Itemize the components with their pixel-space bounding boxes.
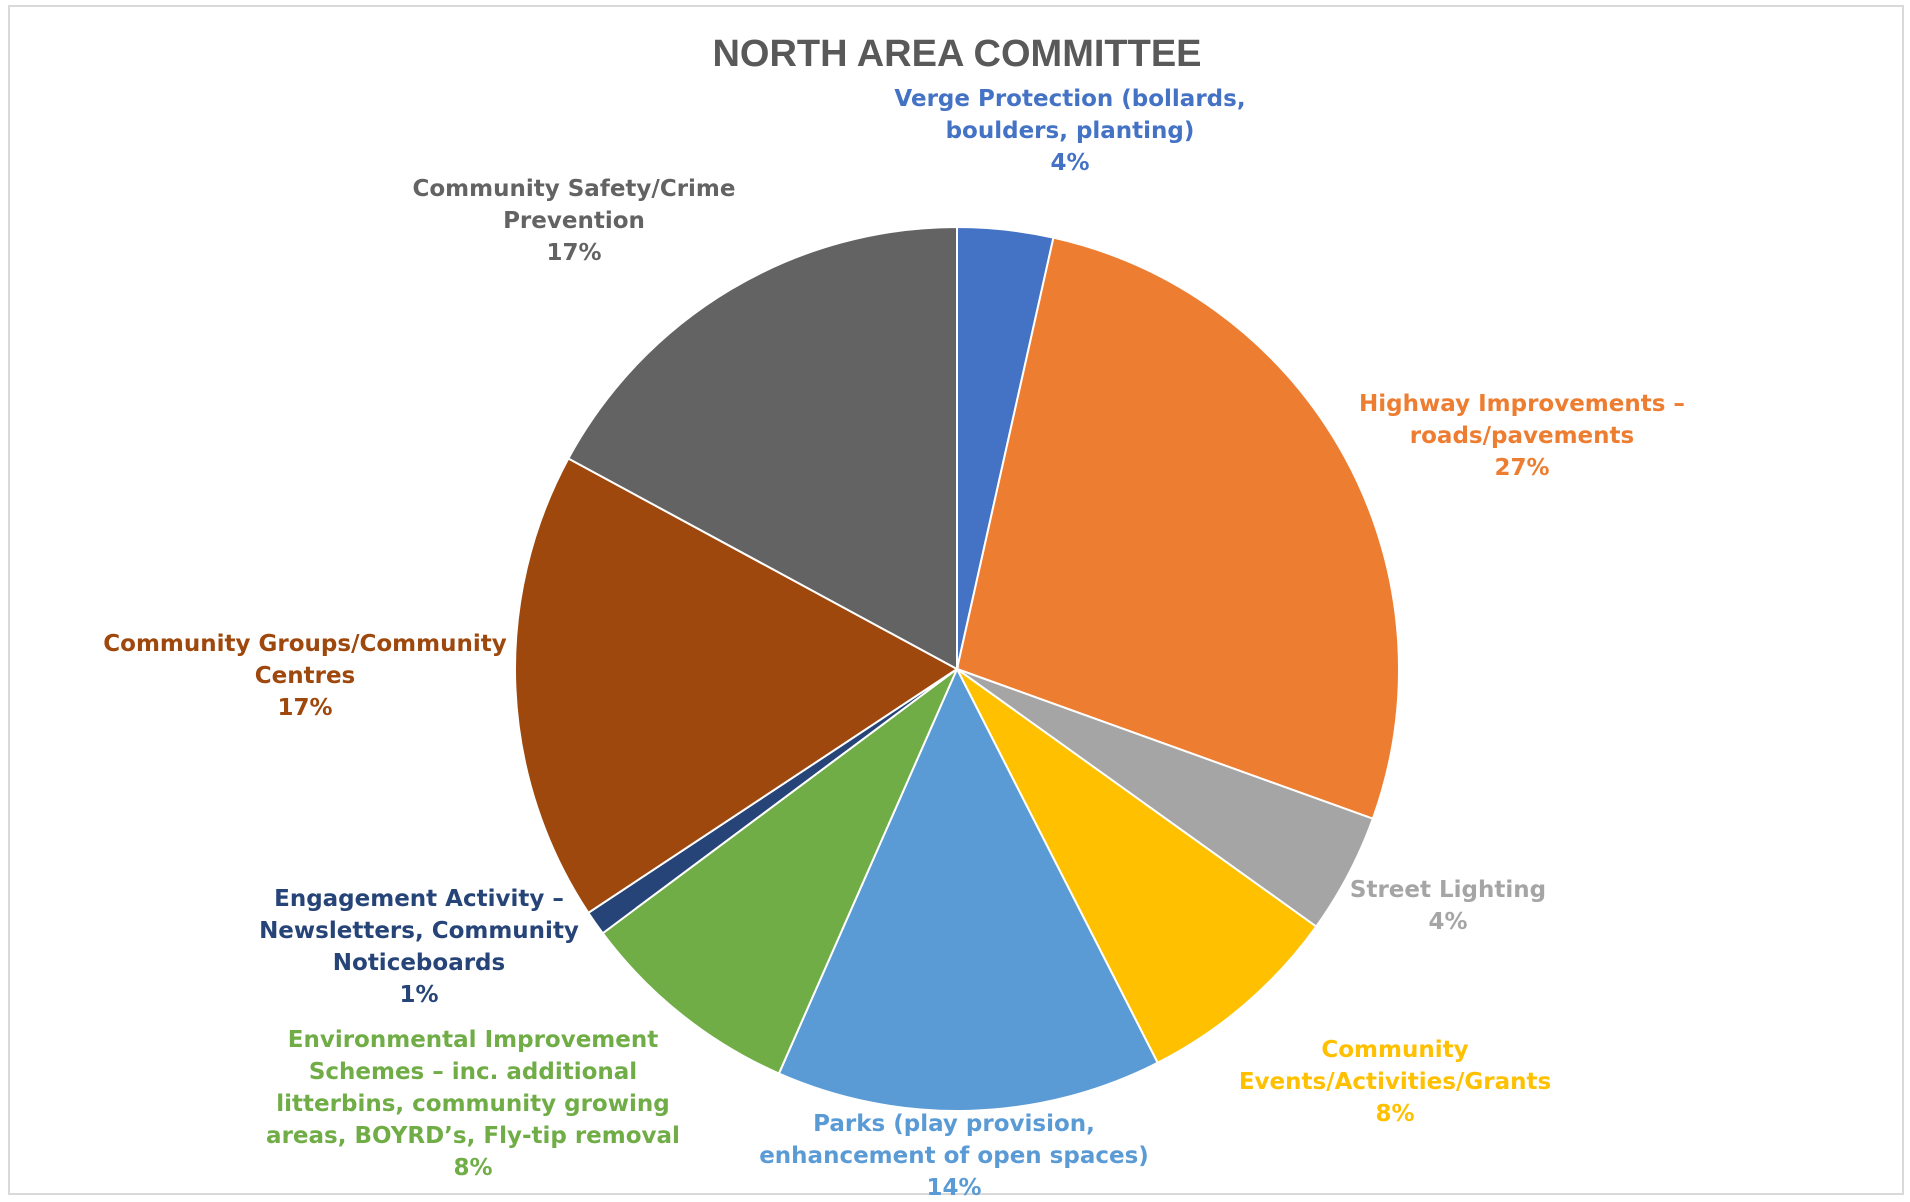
slice-label-3: Street Lighting 4% [1350, 877, 1546, 935]
labels-layer: Verge Protection (bollards, boulders, pla… [103, 86, 1685, 1201]
slice-label-9: Community Safety/Crime Prevention 17% [413, 176, 736, 266]
slice-name-line: enhancement of open spaces) [759, 1143, 1149, 1169]
slice-label-6: Environmental Improvement Schemes – inc. … [266, 1027, 680, 1181]
slice-name-line: Newsletters, Community [259, 918, 579, 944]
slice-name-line: Environmental Improvement [288, 1027, 658, 1053]
slice-name-line: Street Lighting [1350, 877, 1546, 903]
slices-layer [514, 225, 1400, 1112]
slice-name-line: Engagement Activity – [274, 886, 564, 912]
slice-name-line: Community Safety/Crime [413, 176, 736, 202]
slice-name-line: areas, BOYRD’s, Fly-tip removal [266, 1123, 680, 1149]
pie-slice-8 [514, 457, 959, 915]
pie-slice-4 [956, 668, 1318, 1065]
slice-percent-label: 17% [277, 695, 332, 721]
slice-label-8: Community Groups/Community Centres 17% [103, 631, 506, 721]
slice-percent-label: 17% [546, 240, 601, 266]
slice-name-line: Events/Activities/Grants [1239, 1069, 1551, 1095]
slice-name-line: Parks (play provision, [813, 1111, 1095, 1137]
slice-label-7: Engagement Activity – Newsletters, Commun… [259, 886, 579, 1008]
slice-name-line: Community Groups/Community [103, 631, 506, 657]
slice-label-1: Verge Protection (bollards, boulders, pla… [894, 86, 1245, 176]
slice-name-line: Highway Improvements – [1359, 391, 1685, 417]
slice-percent-label: 14% [926, 1175, 981, 1201]
slice-label-5: Parks (play provision, enhancement of ope… [759, 1111, 1149, 1201]
slice-name-line: roads/pavements [1410, 423, 1634, 449]
slice-name-line: boulders, planting) [946, 118, 1195, 144]
slice-name-line: litterbins, community growing [276, 1091, 669, 1117]
slice-percent-label: 4% [1050, 150, 1089, 176]
slice-label-4: Community Events/Activities/Grants 8% [1239, 1037, 1551, 1127]
slice-percent-label: 8% [453, 1155, 492, 1181]
slice-name-line: Centres [255, 663, 355, 689]
pie-slice-5 [777, 666, 1160, 1112]
slice-name-line: Verge Protection (bollards, [894, 86, 1245, 112]
slice-percent-label: 27% [1494, 455, 1549, 481]
slice-name-line: Community [1321, 1037, 1468, 1063]
slice-percent-label: 4% [1428, 909, 1467, 935]
slice-name-line: Schemes – inc. additional [309, 1059, 637, 1085]
chart-title: NORTH AREA COMMITTEE [712, 33, 1201, 75]
slice-label-2: Highway Improvements – roads/pavements 27% [1359, 391, 1685, 481]
pie-slice-6 [601, 665, 960, 1075]
pie-slice-9 [566, 225, 958, 671]
slice-percent-label: 8% [1375, 1101, 1414, 1127]
pie-slice-2 [955, 236, 1400, 820]
slice-name-line: Noticeboards [333, 950, 505, 976]
slice-percent-label: 1% [399, 982, 438, 1008]
slice-name-line: Prevention [503, 208, 645, 234]
